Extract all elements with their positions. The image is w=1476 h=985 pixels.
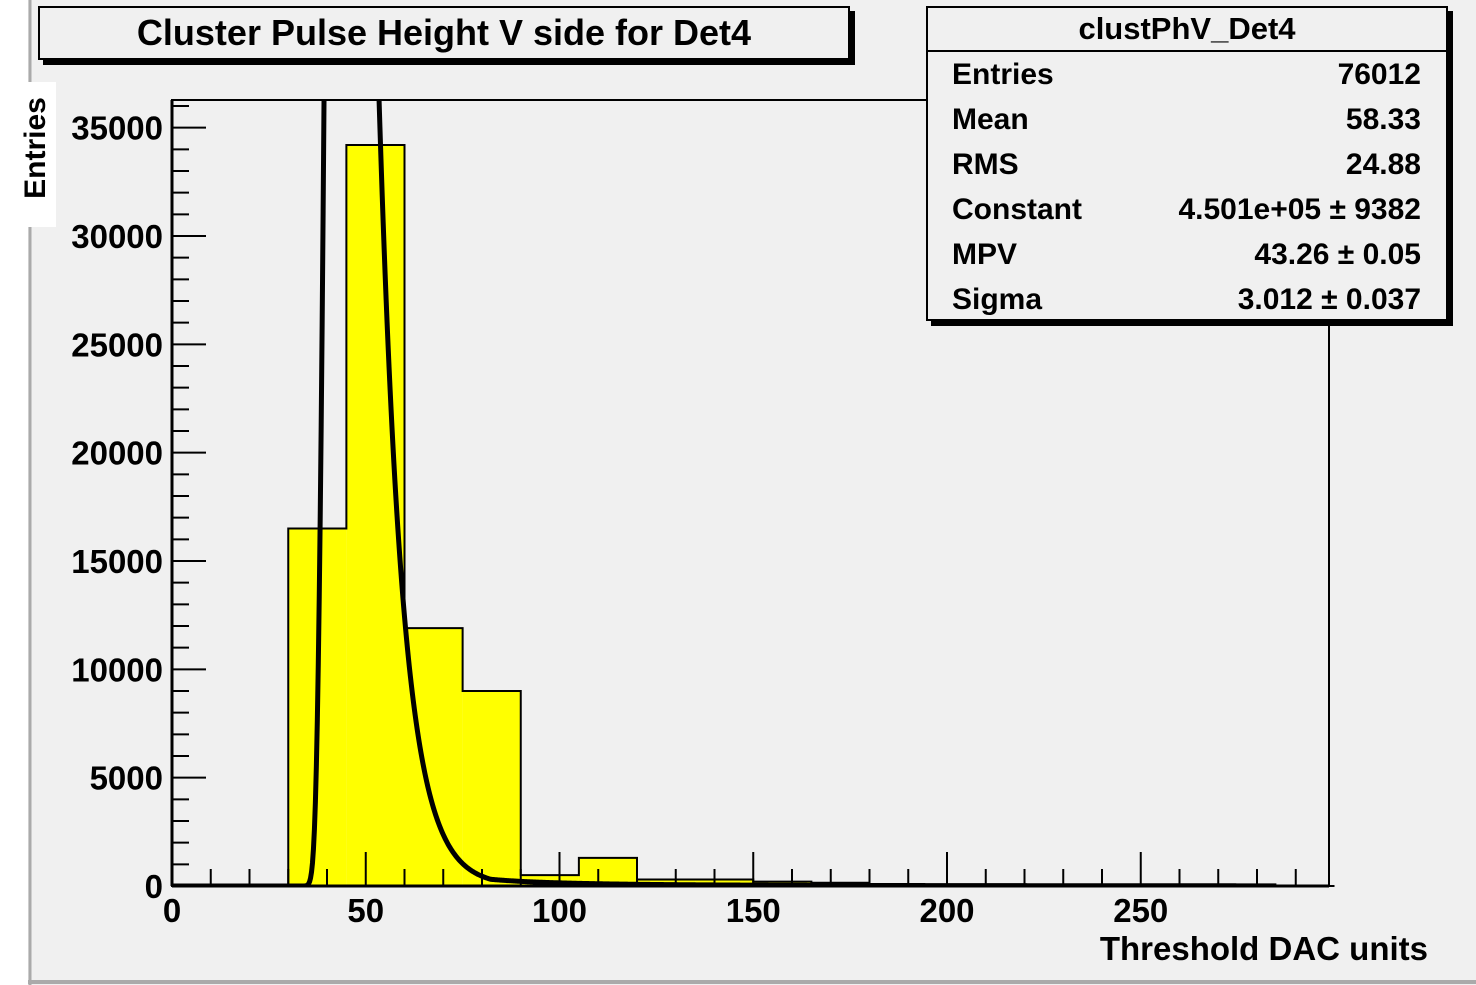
stats-row-sigma: Sigma 3.012 ± 0.037 bbox=[928, 277, 1446, 322]
stats-value: 3.012 ± 0.037 bbox=[1237, 282, 1421, 316]
stats-row-mpv: MPV 43.26 ± 0.05 bbox=[928, 232, 1446, 277]
x-tick-label: 150 bbox=[726, 892, 781, 929]
stats-row-rms: RMS 24.88 bbox=[928, 142, 1446, 187]
stats-row-entries: Entries 76012 bbox=[928, 52, 1446, 97]
stats-value: 76012 bbox=[1337, 57, 1421, 91]
stats-value: 58.33 bbox=[1345, 102, 1421, 136]
x-tick-label: 50 bbox=[347, 892, 384, 929]
histogram-bar bbox=[462, 690, 521, 886]
y-tick-label: 30000 bbox=[71, 218, 163, 255]
y-tick-label: 25000 bbox=[71, 326, 163, 363]
stats-label: Constant bbox=[952, 192, 1082, 226]
stats-title: clustPhV_Det4 bbox=[928, 8, 1446, 52]
stats-value: 4.501e+05 ± 9382 bbox=[1178, 192, 1421, 226]
histogram-outline bbox=[172, 143, 1335, 887]
stats-row-constant: Constant 4.501e+05 ± 9382 bbox=[928, 187, 1446, 232]
y-tick-label: 15000 bbox=[71, 543, 163, 580]
x-tick-label: 250 bbox=[1113, 892, 1168, 929]
stats-label: Entries bbox=[952, 57, 1054, 91]
x-axis-label: Threshold DAC units bbox=[1099, 930, 1428, 967]
x-tick-label: 100 bbox=[532, 892, 587, 929]
y-tick-label: 5000 bbox=[90, 760, 163, 797]
y-tick-label: 20000 bbox=[71, 435, 163, 472]
y-axis-label: Entries bbox=[19, 97, 52, 199]
x-tick-label: 0 bbox=[163, 892, 181, 929]
histogram-bar bbox=[404, 628, 463, 886]
stats-box: clustPhV_Det4 Entries 76012 Mean 58.33 R… bbox=[926, 6, 1448, 321]
chart-title: Cluster Pulse Height V side for Det4 bbox=[136, 12, 752, 53]
y-tick-label: 0 bbox=[145, 868, 163, 905]
histogram-bars bbox=[172, 143, 1335, 887]
stats-label: Mean bbox=[952, 102, 1029, 136]
ylabel-background bbox=[0, 82, 56, 227]
x-tick-label: 200 bbox=[919, 892, 974, 929]
stats-value: 24.88 bbox=[1345, 147, 1421, 181]
stats-value: 43.26 ± 0.05 bbox=[1254, 237, 1421, 271]
stats-row-mean: Mean 58.33 bbox=[928, 97, 1446, 142]
y-tick-label: 10000 bbox=[71, 651, 163, 688]
stats-label: MPV bbox=[952, 237, 1018, 271]
stats-label: RMS bbox=[952, 147, 1019, 181]
axes: 0 50 100 150 200 250 0 5000 10000 15000 20000 25000… bbox=[71, 100, 1329, 929]
chart-title-box: Cluster Pulse Height V side for Det4 bbox=[38, 6, 850, 60]
stats-label: Sigma bbox=[952, 282, 1043, 316]
y-tick-label: 35000 bbox=[71, 110, 163, 147]
